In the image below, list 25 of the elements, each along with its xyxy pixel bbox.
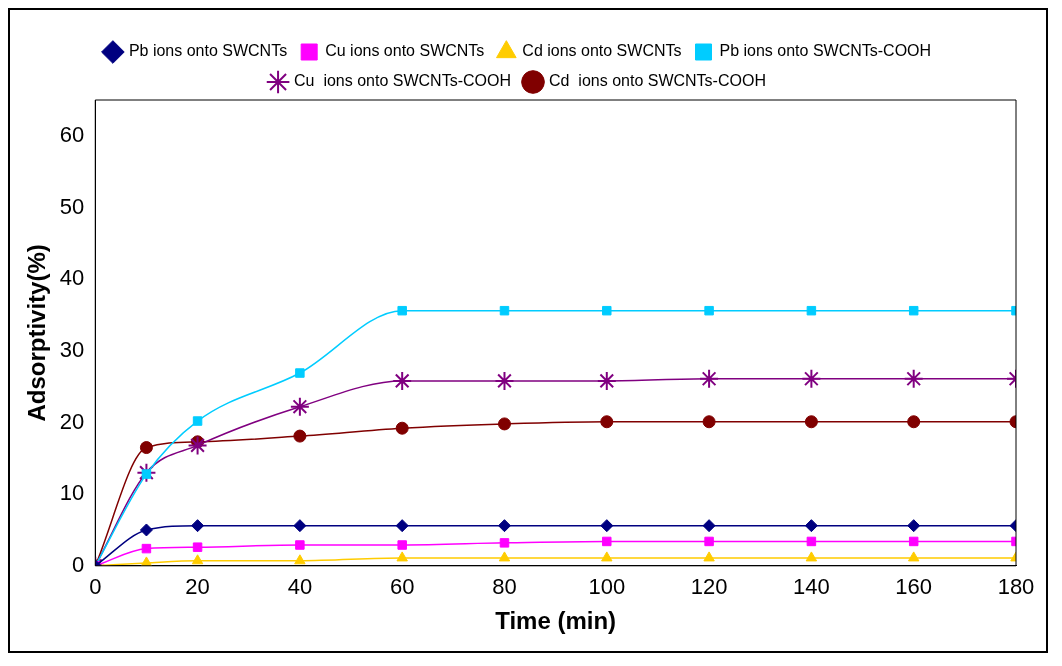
y-tick-label: 50 (59, 193, 85, 219)
x-tick-label: 60 (389, 574, 415, 600)
y-tick-label: 30 (59, 336, 85, 362)
y-tick-label: 0 (72, 551, 85, 577)
x-tick-label: 80 (492, 574, 517, 600)
x-tick-label: 0 (89, 574, 102, 600)
x-tick-label: 160 (895, 574, 933, 600)
legend-label: Cd ions onto SWCNTs (522, 42, 682, 60)
y-tick-label: 10 (59, 480, 85, 506)
x-tick-label: 100 (588, 574, 626, 600)
y-tick-label: 40 (59, 265, 85, 291)
y-tick-label: 20 (59, 408, 85, 434)
x-tick-label: 140 (793, 574, 830, 600)
x-tick-label: 20 (185, 574, 210, 600)
legend-label: Cu ions onto SWCNTs (325, 42, 485, 60)
legend-label: Cu ions onto SWCNTs-COOH (294, 72, 511, 90)
x-tick-label: 40 (287, 574, 313, 600)
legend-label: Pb ions onto SWCNTs (128, 42, 288, 60)
y-axis-title: Adsorptivity(%) (23, 244, 51, 422)
y-tick-label: 60 (59, 121, 85, 147)
legend-label: Cd ions onto SWCNTs-COOH (549, 72, 766, 90)
x-tick-label: 120 (690, 574, 728, 600)
x-axis-title: Time (min) (495, 607, 617, 635)
legend-label: Pb ions onto SWCNTs-COOH (719, 42, 932, 60)
x-tick-label: 180 (997, 574, 1035, 600)
